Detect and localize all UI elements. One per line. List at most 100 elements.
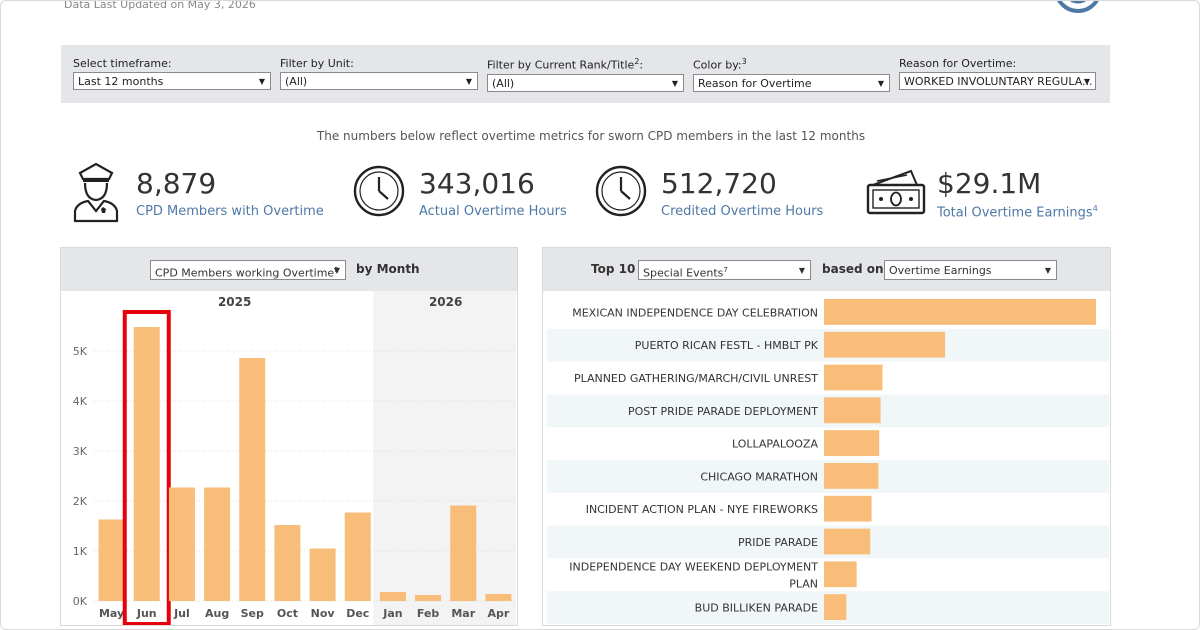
chevron-down-icon: ▼: [333, 266, 340, 275]
y-tick-label: 1K: [73, 545, 88, 558]
kpi-actual-hours: 343,016 Actual Overtime Hours: [353, 161, 583, 225]
reason-label: Reason for Overtime:: [899, 57, 1017, 70]
money-icon: [866, 169, 926, 215]
event-bar: [824, 299, 1096, 325]
bar-sep: [239, 358, 266, 601]
unit-filter: Filter by Unit: (All) ▼: [280, 57, 478, 90]
bar-may: [98, 519, 125, 601]
chevron-down-icon: ▼: [798, 266, 805, 275]
bar-nov: [309, 548, 336, 601]
bar-jan: [379, 592, 406, 601]
filter-bar: Select timeframe: Last 12 months ▼ Filter…: [61, 45, 1110, 103]
monthly-chart-header: CPD Members working Overtime5 ▼ by Month: [61, 248, 517, 291]
event-bar: [824, 528, 871, 555]
event-bar: [824, 594, 847, 620]
color-by-filter: Color by:3 Reason for Overtime ▼: [693, 57, 890, 92]
kpi-credited-hours-value: 512,720: [661, 167, 777, 200]
kpi-members: 8,879 CPD Members with Overtime: [71, 161, 331, 225]
event-label: LOLLAPALOOZA: [732, 438, 818, 451]
event-bar: [824, 331, 946, 358]
event-label: INCIDENT ACTION PLAN - NYE FIREWORKS: [586, 503, 818, 516]
kpi-earnings-caption: Total Overtime Earnings4: [937, 204, 1098, 221]
by-month-label: by Month: [356, 262, 420, 276]
x-tick-label: May: [99, 607, 124, 620]
x-tick-label: Oct: [277, 607, 298, 620]
color-by-dropdown[interactable]: Reason for Overtime ▼: [693, 73, 890, 92]
cpd-logo-icon: [1057, 1, 1099, 13]
y-tick-label: 3K: [73, 445, 88, 458]
top10-label: Top 10: [591, 262, 636, 276]
kpi-members-value: 8,879: [136, 167, 217, 200]
top10-bar-chart: MEXICAN INDEPENDENCE DAY CELEBRATION PUER…: [547, 299, 1109, 624]
x-tick-label: Sep: [241, 607, 264, 620]
x-tick-label: Feb: [417, 607, 440, 620]
timeframe-dropdown[interactable]: Last 12 months ▼: [73, 72, 271, 90]
year-label-2025: 2025: [218, 295, 251, 309]
police-officer-icon: [73, 162, 119, 223]
unit-dropdown[interactable]: (All) ▼: [280, 72, 478, 90]
bar-jun: [133, 327, 160, 601]
bar-dec: [344, 512, 371, 601]
event-bar: [824, 430, 880, 456]
category-dropdown[interactable]: Special Events7 ▼: [638, 260, 811, 280]
event-bar: [824, 397, 881, 424]
reason-filter: Reason for Overtime: WORKED INVOLUNTARY …: [899, 57, 1096, 90]
x-tick-label: Jul: [173, 607, 190, 620]
color-by-label: Color by:3: [693, 57, 747, 72]
year-2026-shade: [373, 291, 516, 625]
chevron-down-icon: ▼: [1083, 77, 1090, 86]
timeframe-label: Select timeframe:: [73, 57, 172, 70]
bar-feb: [415, 595, 442, 601]
clock-icon: [595, 165, 647, 217]
event-label: CHICAGO MARATHON: [700, 470, 818, 483]
event-label: PRIDE PARADE: [738, 536, 818, 549]
kpi-members-caption: CPD Members with Overtime: [136, 204, 324, 219]
bar-apr: [485, 594, 512, 601]
rank-label: Filter by Current Rank/Title2:: [487, 57, 644, 72]
reason-dropdown[interactable]: WORKED INVOLUNTARY REGULA... ▼: [899, 72, 1096, 90]
kpi-actual-hours-value: 343,016: [419, 167, 535, 200]
metrics-subtitle: The numbers below reflect overtime metri…: [316, 129, 866, 143]
event-label: PUERTO RICAN FESTL - HMBLT PK: [635, 339, 819, 352]
year-label-2026: 2026: [429, 295, 462, 309]
y-tick-label: 0K: [73, 595, 88, 608]
x-tick-label: Apr: [488, 607, 510, 620]
event-label: PLANNED GATHERING/MARCH/CIVIL UNREST: [574, 372, 818, 385]
timeframe-filter: Select timeframe: Last 12 months ▼: [73, 57, 271, 90]
kpi-credited-hours: 512,720 Credited Overtime Hours: [595, 161, 835, 225]
event-bar: [824, 364, 883, 391]
event-bar: [824, 463, 879, 489]
x-tick-label: Aug: [205, 607, 229, 620]
top10-chart-header: Top 10 Special Events7 ▼ based on Overtim…: [543, 248, 1110, 291]
bar-mar: [450, 505, 477, 601]
measure-dropdown[interactable]: Overtime Earnings ▼: [884, 260, 1057, 280]
chevron-down-icon: ▼: [877, 78, 884, 88]
chevron-down-icon: ▼: [465, 77, 472, 86]
x-tick-label: Jan: [382, 607, 402, 620]
metric-dropdown[interactable]: CPD Members working Overtime5 ▼: [150, 260, 346, 280]
x-tick-label: Jun: [136, 607, 157, 620]
event-label: INDEPENDENCE DAY WEEKEND DEPLOYMENT PLAN: [569, 560, 818, 590]
bar-jul: [168, 487, 195, 601]
chevron-down-icon: ▼: [1044, 266, 1051, 275]
x-tick-label: Mar: [451, 607, 475, 620]
y-tick-label: 5K: [73, 345, 88, 358]
last-updated-text: Data Last Updated on May 3, 2026: [64, 0, 256, 11]
bar-oct: [274, 525, 301, 601]
unit-label: Filter by Unit:: [280, 57, 354, 70]
event-bar: [824, 495, 872, 522]
bar-aug: [204, 487, 231, 601]
x-tick-label: Dec: [346, 607, 369, 620]
kpi-earnings-value: $29.1M: [937, 167, 1042, 200]
event-bar: [824, 561, 857, 588]
kpi-actual-hours-caption: Actual Overtime Hours: [419, 204, 567, 219]
x-tick-label: Nov: [311, 607, 336, 620]
top10-chart-panel: Top 10 Special Events7 ▼ based on Overtim…: [542, 247, 1111, 626]
rank-dropdown[interactable]: (All) ▼: [487, 73, 684, 92]
event-label: POST PRIDE PARADE DEPLOYMENT: [628, 405, 818, 418]
kpi-earnings: $29.1M Total Overtime Earnings4: [865, 161, 1115, 225]
kpi-credited-hours-caption: Credited Overtime Hours: [661, 204, 824, 219]
chevron-down-icon: ▼: [258, 77, 265, 86]
monthly-chart-panel: CPD Members working Overtime5 ▼ by Month …: [60, 247, 518, 626]
